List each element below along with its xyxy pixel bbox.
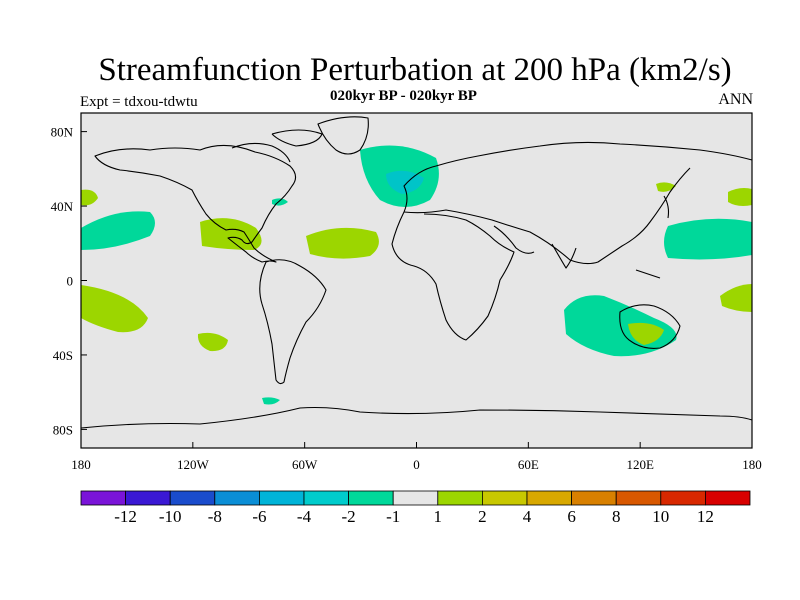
colorbar-boxes [80,490,751,506]
anomaly-region [656,182,676,192]
colorbar-box [571,490,617,506]
colorbar-labels: -12 -10 -8 -6 -4 -2 -1 1 2 4 6 8 10 12 [114,507,714,526]
colorbar-box [615,490,662,506]
colorbar-box [705,490,751,506]
colorbar-box [125,490,171,506]
anomaly-region [81,211,155,250]
colorbar-label: -12 [114,507,137,526]
colorbar-label: 1 [434,507,443,526]
colorbar-label: -4 [297,507,312,526]
colorbar-label: 10 [652,507,669,526]
lon-tick-label: 120E [626,457,654,472]
colorbar-label: -1 [386,507,400,526]
lat-tick-label: 80N [51,125,74,140]
anomaly-region [720,284,752,312]
colorbar-box [303,490,349,506]
experiment-label: Expt = tdxou-tdwtu [80,94,198,110]
colorbar-label: 12 [697,507,714,526]
lat-tick-label: 40S [53,348,73,363]
anomaly-region [197,332,228,352]
coastlines [80,116,753,429]
season-label: ANN [718,91,753,108]
anomaly-region [200,218,262,250]
colorbar-label: -2 [342,507,356,526]
lon-tick-label: 180 [742,457,762,472]
lat-tick-label: 80S [53,422,73,437]
anomaly-region [262,397,280,405]
lon-tick-label: 180 [71,457,91,472]
lon-tick-label: 60E [518,457,539,472]
longitude-axis: 180 120W 60W 0 60E 120E 180 [71,442,762,472]
colorbar-box [660,490,706,506]
colorbar-box [169,490,216,506]
lat-tick-label: 0 [67,274,74,289]
anomaly-region [628,322,664,345]
colorbar-box [214,490,260,506]
anomaly-region [306,227,379,259]
colorbar-label: 6 [567,507,576,526]
colorbar-box [481,490,528,506]
plot-title: Streamfunction Perturbation at 200 hPa (… [98,52,732,88]
lon-tick-label: 0 [413,457,420,472]
plot-subtitle: 020kyr BP - 020kyr BP [330,88,477,104]
lon-tick-label: 120W [177,457,210,472]
colorbar-label: -6 [252,507,266,526]
anomaly-region [81,285,148,333]
colorbar-box [348,490,394,506]
anomaly-region [81,189,98,206]
colorbar-box [437,490,483,506]
colorbar-box [392,490,439,506]
colorbar-box [526,490,572,506]
anomaly-region [728,188,752,206]
anomaly-regions [81,145,752,405]
colorbar-label: 2 [478,507,487,526]
colorbar-box [258,490,305,506]
latitude-axis: 80N 40N 0 40S 80S [51,125,87,437]
anomaly-region [664,218,752,260]
colorbar-label: -8 [208,507,222,526]
lat-tick-label: 40N [51,199,74,214]
colorbar-label: 8 [612,507,621,526]
colorbar-label: 4 [523,507,532,526]
colorbar-box [80,490,126,506]
colorbar-label: -10 [159,507,182,526]
lon-tick-label: 60W [292,457,318,472]
